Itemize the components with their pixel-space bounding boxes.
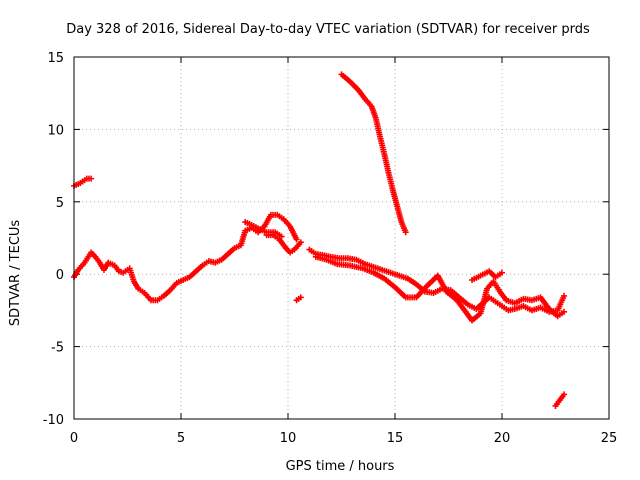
x-tick-label: 25	[601, 431, 618, 446]
y-tick-label: 0	[56, 268, 64, 283]
y-axis-label: SDTVAR / TECUs	[8, 220, 23, 327]
data-point	[561, 292, 568, 299]
x-tick-label: 15	[387, 431, 404, 446]
plot-frame	[73, 56, 610, 420]
y-tick-label: 5	[56, 196, 64, 211]
data-point	[499, 269, 505, 276]
data-point	[88, 175, 95, 182]
y-tick-label: -10	[43, 413, 64, 428]
data-point	[297, 294, 304, 301]
data-point	[561, 308, 568, 315]
x-tick-label: 20	[494, 431, 511, 446]
data-point	[297, 239, 304, 246]
data-point	[293, 236, 300, 243]
data-point	[561, 391, 568, 398]
y-tick-label: 15	[47, 51, 64, 66]
y-tick-label: 10	[47, 123, 64, 138]
data-point	[402, 229, 409, 236]
x-tick-label: 10	[280, 431, 297, 446]
x-tick-label: 5	[177, 431, 185, 446]
y-tick-label: -5	[51, 341, 64, 356]
gridlines	[74, 57, 609, 419]
x-axis-label: GPS time / hours	[286, 459, 395, 474]
x-tick-label: 0	[70, 431, 78, 446]
data-points	[71, 71, 568, 409]
chart-title: Day 328 of 2016, Sidereal Day-to-day VTE…	[66, 22, 590, 37]
data-point	[278, 233, 285, 240]
